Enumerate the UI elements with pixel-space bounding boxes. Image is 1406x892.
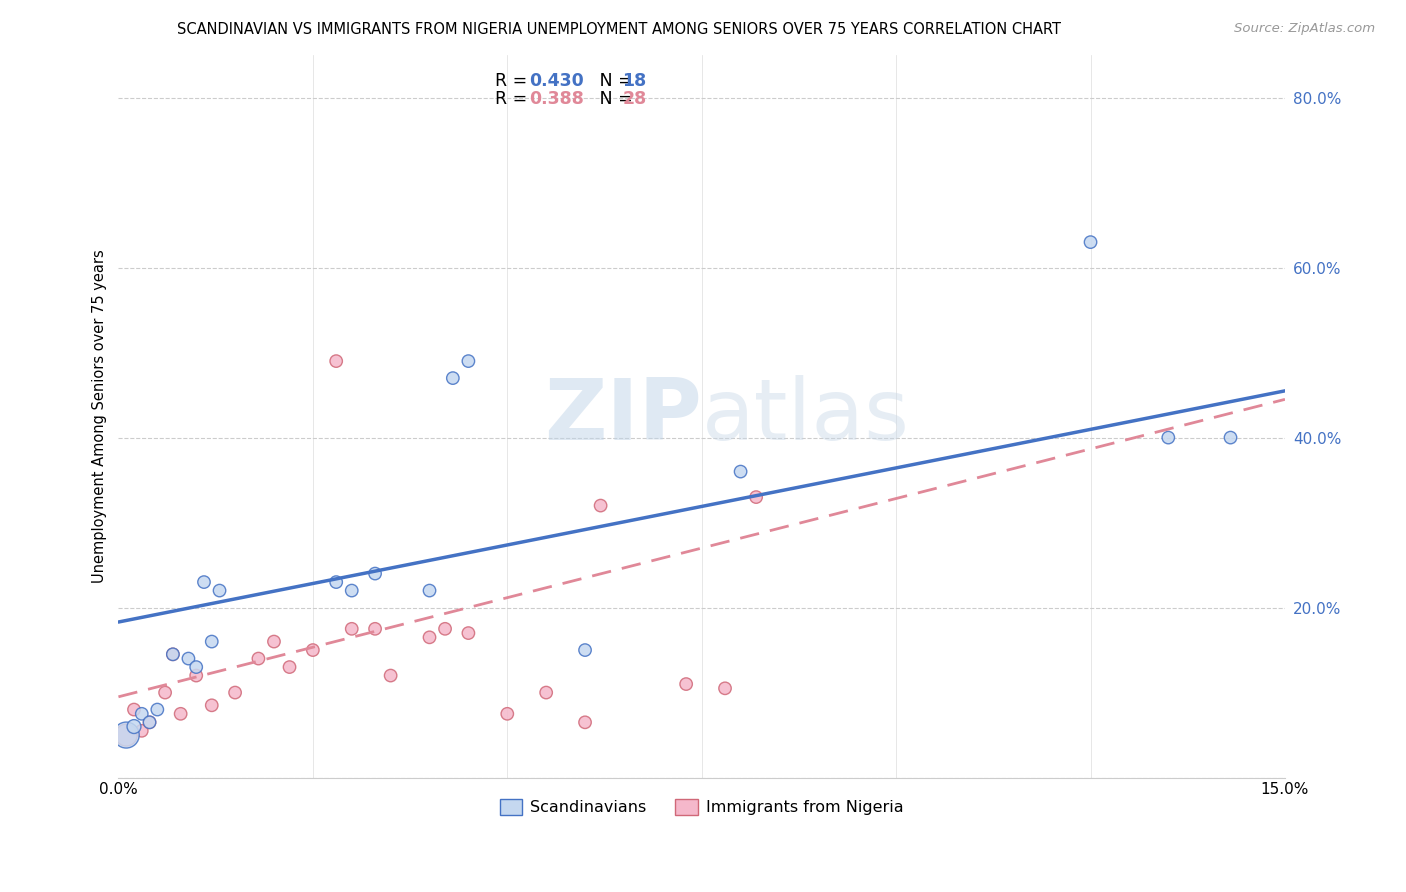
Point [714, 681, 737, 696]
Point [325, 354, 347, 368]
Point [745, 490, 768, 504]
Point [138, 715, 160, 730]
Point [441, 371, 464, 385]
Point [675, 677, 697, 691]
Text: Source: ZipAtlas.com: Source: ZipAtlas.com [1234, 22, 1375, 36]
Point [364, 622, 387, 636]
Point [131, 723, 153, 738]
Text: atlas: atlas [702, 375, 910, 458]
Point [325, 575, 347, 590]
Point [574, 715, 596, 730]
Point [201, 698, 224, 713]
Point [186, 668, 208, 682]
Text: N =: N = [582, 71, 638, 90]
Point [131, 706, 153, 721]
Point [138, 715, 160, 730]
Point [457, 354, 479, 368]
Point [1219, 431, 1241, 445]
Point [1157, 431, 1180, 445]
Text: 18: 18 [623, 71, 647, 90]
Point [730, 465, 752, 479]
Point [496, 706, 519, 721]
Point [247, 651, 270, 665]
Text: SCANDINAVIAN VS IMMIGRANTS FROM NIGERIA UNEMPLOYMENT AMONG SENIORS OVER 75 YEARS: SCANDINAVIAN VS IMMIGRANTS FROM NIGERIA … [177, 22, 1060, 37]
Point [457, 626, 479, 640]
Point [574, 643, 596, 657]
Point [418, 630, 440, 644]
Point [115, 728, 138, 742]
Point [340, 583, 363, 598]
Point [122, 702, 145, 716]
Text: ZIP: ZIP [544, 375, 702, 458]
Point [193, 575, 215, 590]
Text: 0.388: 0.388 [529, 90, 583, 108]
Text: R =: R = [495, 90, 533, 108]
Point [589, 499, 612, 513]
Point [418, 583, 440, 598]
Text: R =: R = [495, 71, 533, 90]
Point [162, 648, 184, 662]
Point [169, 706, 191, 721]
Point [177, 651, 200, 665]
Point [278, 660, 301, 674]
Y-axis label: Unemployment Among Seniors over 75 years: Unemployment Among Seniors over 75 years [93, 250, 107, 583]
Point [162, 648, 184, 662]
Point [122, 720, 145, 734]
Point [153, 685, 176, 699]
Text: 28: 28 [623, 90, 647, 108]
Point [302, 643, 325, 657]
Point [201, 634, 224, 648]
Point [186, 660, 208, 674]
Text: 0.430: 0.430 [529, 71, 583, 90]
Point [340, 622, 363, 636]
Point [534, 685, 557, 699]
Point [263, 634, 285, 648]
Point [208, 583, 231, 598]
Text: N =: N = [582, 90, 638, 108]
Point [115, 728, 138, 742]
Point [434, 622, 457, 636]
Point [224, 685, 246, 699]
Point [146, 702, 169, 716]
Point [1080, 235, 1102, 249]
Legend: Scandinavians, Immigrants from Nigeria: Scandinavians, Immigrants from Nigeria [494, 792, 910, 822]
Point [364, 566, 387, 581]
Point [380, 668, 402, 682]
